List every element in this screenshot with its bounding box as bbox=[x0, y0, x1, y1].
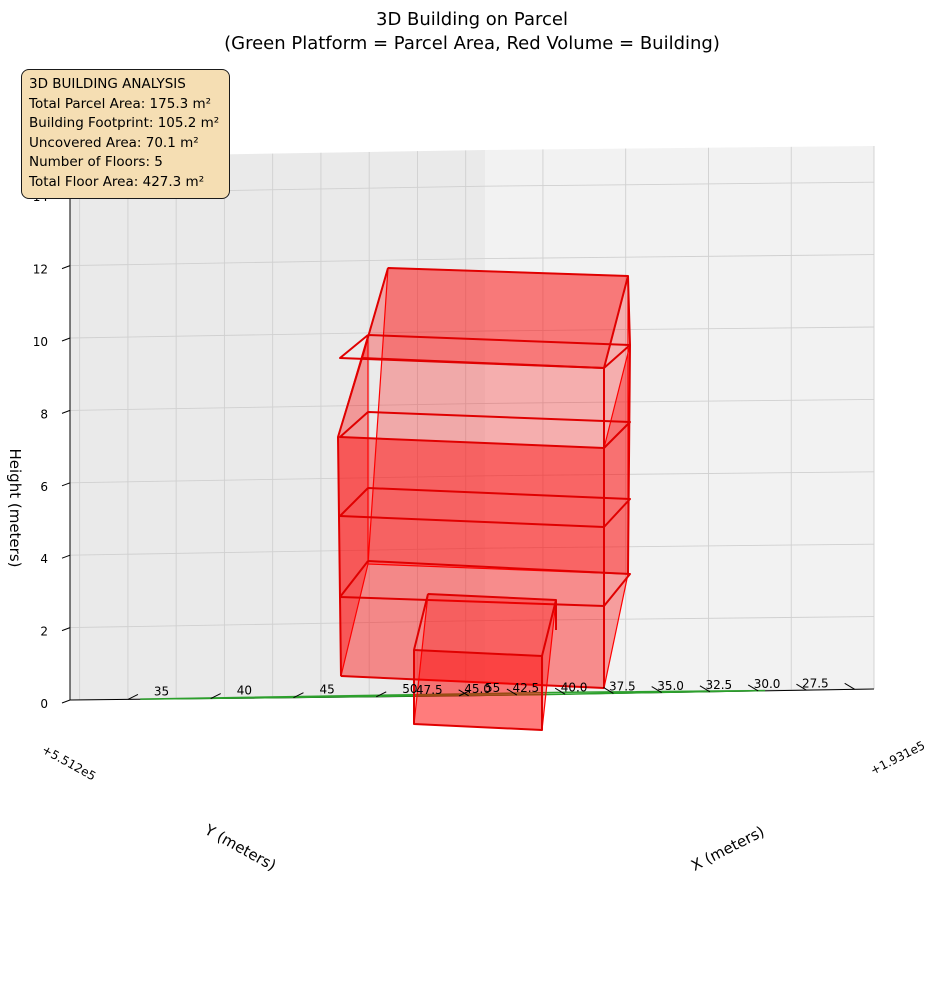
building-volume-group bbox=[337, 267, 631, 731]
z-tick bbox=[61, 699, 71, 704]
z-tick bbox=[61, 627, 71, 632]
x-tick-label: 45 bbox=[319, 683, 334, 697]
y-tick bbox=[506, 688, 518, 696]
x-tick-label: 50 bbox=[402, 682, 417, 696]
z-tick bbox=[61, 337, 71, 342]
axis-panes bbox=[70, 146, 874, 700]
y-tick bbox=[458, 689, 469, 697]
z-tick bbox=[61, 265, 71, 270]
y-tick-label: 30.0 bbox=[754, 677, 781, 691]
info-line-floors: Number of Floors: 5 bbox=[29, 154, 163, 170]
x-tick-label: 40 bbox=[237, 684, 252, 698]
y-axis-label: Y (meters) bbox=[201, 820, 279, 874]
info-line-floor-area: Total Floor Area: 427.3 m² bbox=[29, 173, 205, 190]
tower-left-edge bbox=[337, 357, 363, 677]
z-tick-label: 0 bbox=[40, 697, 48, 711]
y-tick-label: 35.0 bbox=[657, 679, 684, 693]
grid-z-right bbox=[484, 181, 875, 187]
x-tick bbox=[293, 692, 304, 699]
info-heading: 3D BUILDING ANALYSIS bbox=[29, 76, 186, 92]
grid-z-right bbox=[484, 616, 875, 622]
building-analysis-box: 3D BUILDING ANALYSIS Total Parcel Area: … bbox=[21, 69, 230, 199]
y-tick bbox=[796, 683, 807, 691]
y-tick bbox=[844, 682, 855, 690]
x-axis-offset: +1.931e5 bbox=[868, 738, 927, 777]
y-tick bbox=[699, 685, 711, 693]
info-line-parcel-area: Total Parcel Area: 175.3 m² bbox=[29, 95, 212, 112]
y-axis-offset: +5.512e5 bbox=[40, 742, 99, 783]
x-tick bbox=[210, 693, 221, 700]
grid-z-left bbox=[69, 402, 486, 411]
grid-z-left bbox=[69, 620, 486, 629]
grid-z-right bbox=[484, 254, 875, 260]
grid-z-right bbox=[484, 326, 875, 332]
grid-z-left bbox=[69, 547, 486, 556]
y-tick-label: 32.5 bbox=[705, 678, 732, 692]
x-tick bbox=[127, 693, 139, 700]
parcel-platform bbox=[140, 689, 766, 700]
grid-z-left bbox=[69, 258, 486, 267]
z-tick-label: 12 bbox=[33, 263, 48, 277]
info-line-footprint: Building Footprint: 105.2 m² bbox=[29, 115, 220, 131]
z-tick bbox=[61, 554, 71, 559]
y-tick bbox=[603, 686, 614, 694]
x-tick-label: 55 bbox=[485, 681, 500, 695]
y-tick-label: 40.0 bbox=[561, 680, 588, 694]
z-tick-label: 2 bbox=[40, 625, 48, 639]
grid-z-left bbox=[69, 475, 486, 484]
z-tick bbox=[61, 409, 71, 414]
grid-z-right bbox=[484, 543, 875, 549]
grid-z-right bbox=[484, 471, 875, 477]
z-axis-label: Height (meters) bbox=[6, 449, 24, 568]
y-tick bbox=[651, 686, 662, 694]
z-tick-label: 10 bbox=[33, 335, 48, 349]
y-tick-label: 42.5 bbox=[512, 681, 539, 695]
z-tick-label: 6 bbox=[40, 480, 48, 494]
x-axis-label: X (meters) bbox=[688, 822, 767, 874]
grid-z-right bbox=[484, 398, 875, 404]
annex-front-edge bbox=[413, 650, 543, 731]
info-line-uncovered: Uncovered Area: 70.1 m² bbox=[29, 134, 199, 151]
x-tick bbox=[376, 691, 387, 698]
tower-top-face bbox=[361, 267, 629, 369]
y-tick-label: 37.5 bbox=[609, 680, 636, 694]
tower-back-right-edge bbox=[627, 275, 631, 575]
z-tick-label: 4 bbox=[40, 552, 48, 566]
chart-subtitle: (Green Platform = Parcel Area, Red Volum… bbox=[224, 33, 720, 54]
parcel-platform-group bbox=[140, 689, 766, 700]
y-tick-label: 47.5 bbox=[416, 683, 443, 697]
y-tick bbox=[554, 687, 566, 695]
x-tick-label: 35 bbox=[154, 684, 169, 698]
back-right-pane bbox=[485, 146, 874, 693]
z-tick bbox=[61, 482, 71, 487]
grid-z-left bbox=[69, 330, 486, 339]
chart-title: 3D Building on Parcel bbox=[376, 9, 568, 30]
y-tick-label: 45.0 bbox=[464, 682, 491, 696]
tower-base-edge bbox=[340, 675, 605, 689]
y-tick-label: 27.5 bbox=[802, 676, 829, 690]
z-tick-label: 8 bbox=[40, 407, 48, 421]
y-tick bbox=[747, 684, 759, 692]
